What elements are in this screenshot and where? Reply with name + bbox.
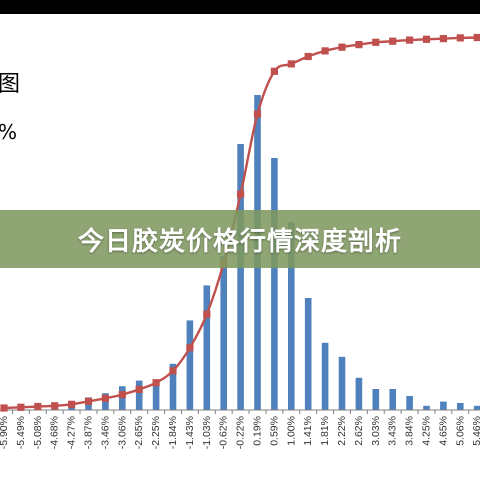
histogram-bar xyxy=(389,389,396,410)
x-tick-label: -3.46% xyxy=(99,416,111,449)
histogram-bar xyxy=(423,405,430,410)
title-fragment: 图 xyxy=(0,72,21,97)
cumulative-marker xyxy=(169,367,177,375)
x-tick-label: -0.22% xyxy=(235,416,247,449)
x-tick-label: -1.43% xyxy=(184,416,196,449)
top-bar xyxy=(0,0,480,14)
cumulative-marker xyxy=(355,41,363,49)
histogram-bar xyxy=(457,403,464,410)
cumulative-marker xyxy=(203,310,211,318)
x-tick-label: -2.65% xyxy=(133,416,145,449)
x-tick-label: 2.62% xyxy=(353,416,365,446)
cumulative-marker xyxy=(338,43,346,51)
x-tick-label: 0.59% xyxy=(268,416,280,446)
x-tick-label: 2.22% xyxy=(336,416,348,446)
x-tick-label: -3.87% xyxy=(83,416,95,449)
histogram-bar xyxy=(203,285,211,410)
x-tick-label: 5.46% xyxy=(471,416,480,446)
x-tick-label: 1.81% xyxy=(319,416,331,446)
cumulative-marker xyxy=(473,33,480,42)
histogram-bar xyxy=(237,144,244,410)
cumulative-marker xyxy=(135,385,143,393)
cumulative-marker xyxy=(253,110,262,118)
x-tick-label: 3.03% xyxy=(370,416,382,446)
cumulative-marker xyxy=(456,34,464,42)
histogram-bar xyxy=(220,256,227,410)
cumulative-marker xyxy=(118,391,126,399)
histogram-bar xyxy=(169,363,177,410)
cumulative-marker xyxy=(422,35,431,43)
histogram-bar xyxy=(186,320,194,410)
cumulative-marker xyxy=(389,37,397,45)
histogram-bar xyxy=(440,401,447,410)
cumulative-marker xyxy=(186,344,194,352)
x-tick-label: -4.27% xyxy=(66,416,78,449)
cumulative-marker xyxy=(17,403,25,411)
x-tick-label: -5.08% xyxy=(32,416,44,449)
x-tick-label: 1.41% xyxy=(302,416,314,446)
cumulative-marker xyxy=(237,190,245,198)
cumulative-marker xyxy=(321,47,329,55)
cumulative-marker xyxy=(270,67,278,75)
cumulative-marker xyxy=(152,379,160,387)
x-tick-label: 1.00% xyxy=(285,416,297,446)
x-tick-label: 4.65% xyxy=(437,416,449,446)
x-tick-label: -1.03% xyxy=(201,416,213,449)
cumulative-marker xyxy=(84,397,93,405)
banner-title: 今日胶炭价格行情深度剖析 xyxy=(77,226,402,257)
cumulative-marker xyxy=(51,402,59,410)
x-tick-label: -4.68% xyxy=(49,416,61,449)
x-tick-label: -0.62% xyxy=(218,416,230,449)
histogram-bar xyxy=(355,377,363,410)
x-tick-label: -3.06% xyxy=(116,416,128,449)
x-tick-label: -1.84% xyxy=(167,416,179,449)
cumulative-marker xyxy=(34,402,42,411)
cumulative-marker xyxy=(406,36,414,44)
axis-label-fragment: % xyxy=(0,120,17,144)
histogram-bar xyxy=(321,342,329,410)
histogram-bar xyxy=(304,298,312,410)
histogram-bar xyxy=(338,356,346,410)
histogram-bar xyxy=(152,383,160,410)
cumulative-marker xyxy=(372,38,380,46)
cumulative-marker xyxy=(439,35,447,43)
x-tick-label: 5.06% xyxy=(454,416,466,446)
cumulative-marker xyxy=(68,400,76,408)
x-tick-label: 4.25% xyxy=(421,416,433,446)
x-tick-label: -5.90% xyxy=(0,416,10,449)
x-tick-label: 0.19% xyxy=(252,416,264,446)
x-tick-label: -5.49% xyxy=(15,416,27,449)
cumulative-marker xyxy=(0,404,8,412)
cumulative-marker xyxy=(304,52,312,61)
histogram-bar xyxy=(372,389,380,410)
histogram-bar xyxy=(406,396,413,410)
cumulative-marker xyxy=(101,394,109,402)
x-tick-label: 3.43% xyxy=(387,416,399,446)
cumulative-marker xyxy=(287,60,295,68)
histogram-bar xyxy=(135,380,143,410)
title-banner: 今日胶炭价格行情深度剖析 xyxy=(0,210,480,268)
x-tick-label: 3.84% xyxy=(404,416,416,446)
histogram-bar xyxy=(473,405,480,410)
histogram-bar xyxy=(271,158,278,410)
x-tick-label: -2.25% xyxy=(150,416,162,449)
histogram-bar xyxy=(288,222,295,410)
